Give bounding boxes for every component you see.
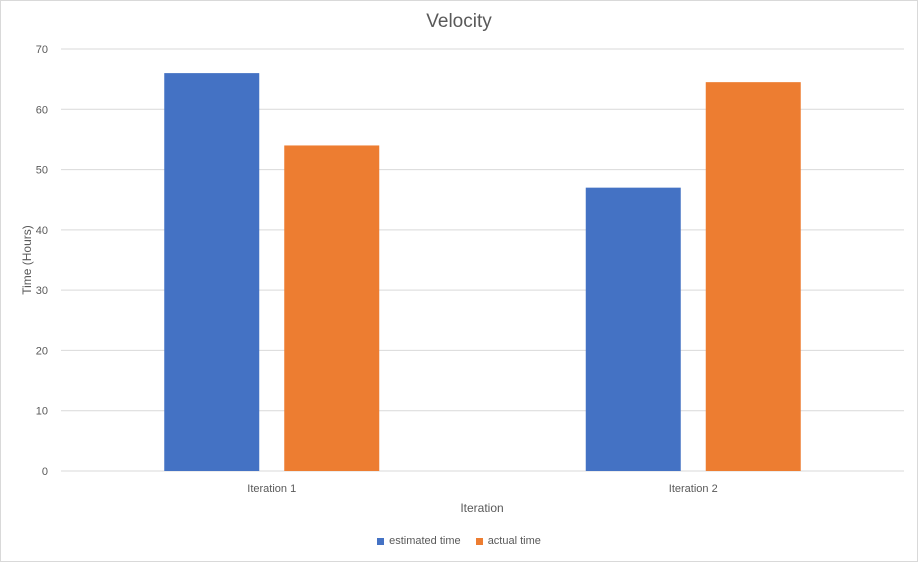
chart-title: Velocity — [426, 11, 492, 32]
y-tick-label: 40 — [36, 225, 48, 237]
y-tick-label: 30 — [36, 285, 48, 297]
y-tick-label: 10 — [36, 406, 48, 418]
x-tick-label: Iteration 1 — [247, 483, 296, 495]
x-tick-label: Iteration 2 — [669, 483, 718, 495]
legend-label-actual: actual time — [487, 535, 541, 547]
bar-estimated-2 — [585, 187, 681, 471]
legend-item-estimated: estimated time — [377, 535, 461, 547]
bar-actual-1 — [284, 145, 380, 471]
legend: estimated time actual time — [0, 535, 918, 548]
legend-swatch-estimated — [377, 537, 385, 545]
bar-estimated-1 — [164, 73, 260, 471]
y-tick-label: 20 — [36, 345, 48, 357]
bar-actual-2 — [705, 82, 801, 472]
y-tick-label: 70 — [36, 44, 48, 56]
x-axis-title: Iteration — [460, 501, 503, 515]
legend-swatch-actual — [475, 537, 483, 545]
legend-label-estimated: estimated time — [389, 535, 461, 547]
y-axis-title: Time (Hours) — [20, 225, 34, 295]
y-tick-label: 50 — [36, 165, 48, 177]
legend-item-actual: actual time — [475, 535, 541, 547]
y-tick-label: 60 — [36, 104, 48, 116]
y-tick-label: 0 — [42, 466, 48, 478]
